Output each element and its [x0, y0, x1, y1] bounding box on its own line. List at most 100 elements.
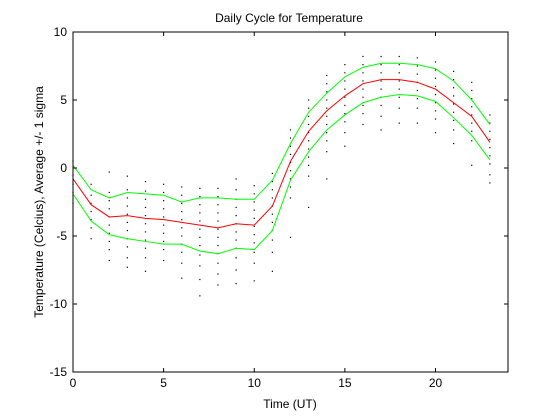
sample-point [144, 223, 147, 225]
sample-point [144, 231, 147, 233]
sample-point [434, 77, 437, 79]
sample-point [126, 205, 128, 207]
sample-point [398, 96, 400, 98]
sample-point [380, 64, 382, 66]
sample-point [271, 239, 273, 241]
sample-point [217, 195, 219, 198]
sample-point [416, 57, 418, 59]
sample-point [126, 246, 128, 248]
sample-point [235, 231, 237, 233]
sample-point [108, 171, 110, 173]
sample-point [163, 216, 165, 218]
sample-point [181, 251, 183, 253]
sample-point [308, 99, 310, 101]
sample-point [199, 265, 201, 267]
sample-point [90, 202, 92, 204]
sample-point [90, 227, 92, 229]
sample-point [253, 242, 255, 244]
sample-point [380, 129, 382, 131]
sample-point [326, 83, 328, 85]
sample-point [144, 206, 147, 209]
sample-point [362, 96, 364, 98]
x-axis-label: Time (UT) [263, 397, 317, 411]
sample-point [217, 187, 219, 189]
sample-point [126, 229, 128, 232]
sample-point [271, 189, 273, 191]
sample-point [271, 270, 273, 272]
y-tick-label: -10 [50, 297, 68, 311]
sample-point [326, 178, 328, 180]
sample-point [344, 132, 346, 134]
sample-point [199, 278, 201, 281]
sample-point [108, 249, 110, 251]
sample-point [289, 236, 292, 238]
sample-point [362, 88, 364, 90]
sample-point [108, 224, 110, 226]
sample-point [181, 219, 183, 221]
sample-point [126, 221, 128, 223]
sample-point [90, 194, 92, 196]
sample-point [253, 234, 255, 236]
sample-point [398, 55, 400, 58]
sample-point [181, 235, 183, 237]
sample-point [380, 88, 382, 90]
sample-point [253, 201, 255, 203]
sample-point [453, 142, 455, 145]
mean-line [72, 79, 491, 229]
sample-point [326, 123, 328, 126]
sample-point [344, 145, 346, 147]
sample-point [289, 178, 292, 180]
plot-frame [72, 31, 509, 373]
sample-point [181, 227, 183, 229]
sample-point [199, 187, 201, 189]
sample-point [326, 74, 328, 77]
sample-point [199, 244, 201, 247]
sample-point [289, 197, 292, 199]
sample-point [108, 191, 110, 194]
sample-point [217, 244, 219, 247]
sample-point [416, 65, 418, 67]
sample-point [380, 115, 382, 117]
sample-point [126, 257, 128, 259]
sample-point [416, 89, 418, 92]
sample-point [217, 262, 219, 264]
sample-point [398, 80, 400, 82]
sample-point [453, 111, 455, 113]
sample-point [199, 220, 201, 222]
sample-point [144, 239, 147, 241]
sample-point [235, 257, 237, 259]
sample-point [271, 251, 273, 253]
lower-sigma-line [72, 94, 491, 255]
sample-point [289, 161, 292, 164]
sample-point [253, 280, 255, 282]
sample-point [416, 107, 418, 109]
sample-point [90, 238, 92, 240]
sample-point [289, 170, 292, 172]
sample-point [199, 236, 201, 238]
sample-point [199, 295, 201, 297]
x-tick-label: 10 [248, 376, 262, 390]
sample-point [163, 208, 165, 210]
y-tick-label: 0 [60, 161, 67, 175]
sample-point [308, 156, 310, 158]
sample-point [253, 209, 255, 211]
sample-point [471, 81, 473, 83]
y-tick-label: 10 [54, 25, 68, 39]
chart-title: Daily Cycle for Temperature [215, 11, 363, 25]
sample-point [199, 228, 201, 230]
sample-point [471, 130, 473, 132]
y-tick-label: 5 [60, 93, 67, 107]
sample-point [453, 87, 455, 89]
sample-point [90, 219, 92, 221]
sample-point [289, 153, 292, 155]
sample-point [253, 185, 255, 187]
sample-point [308, 115, 310, 117]
sample-point [217, 273, 219, 275]
sample-point [235, 283, 237, 285]
sample-point [108, 259, 110, 262]
sample-point [235, 189, 237, 191]
sample-point [126, 213, 128, 215]
sample-point [235, 215, 237, 217]
sample-point [326, 91, 328, 93]
